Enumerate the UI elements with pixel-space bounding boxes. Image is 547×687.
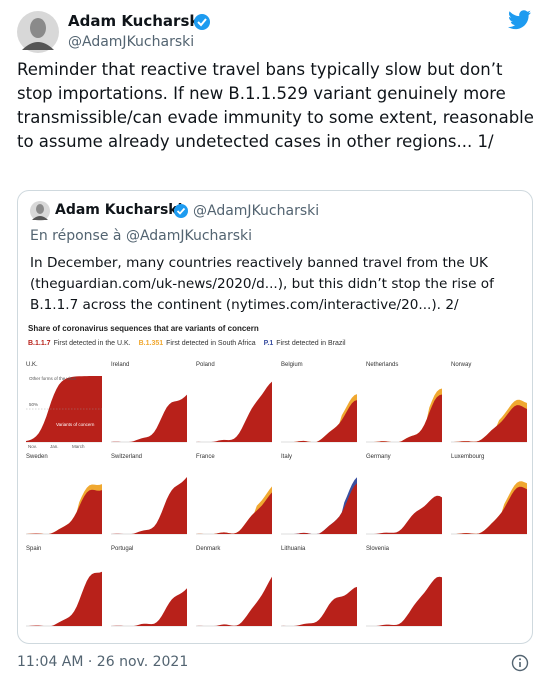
- panel-label: U.K.: [26, 362, 38, 368]
- area-b117: [281, 483, 357, 534]
- month-label: March: [72, 444, 85, 449]
- panel-label: Poland: [196, 362, 215, 368]
- panel-label: Italy: [281, 454, 292, 460]
- quoted-text: In December, many countries reactively b…: [30, 255, 494, 313]
- area-b117: [26, 376, 102, 442]
- annotation: 50%: [29, 402, 38, 407]
- month-label: Nov.: [28, 444, 37, 449]
- month-label: Jan.: [50, 444, 59, 449]
- legend: B.1.1.7 First detected in the U.K. B.1.351…: [28, 340, 346, 347]
- legend-label: B.1.351: [139, 340, 164, 347]
- avatar[interactable]: [16, 10, 60, 54]
- area-b117: [451, 486, 527, 534]
- annotation: Other forms of the virus: [29, 376, 77, 381]
- chart-image: Share of coronavirus sequences that are …: [26, 324, 527, 627]
- panel-label: Spain: [26, 546, 41, 552]
- panel-label: Denmark: [196, 546, 221, 552]
- panel-label: Germany: [366, 454, 391, 460]
- quoted-avatar: [30, 201, 50, 221]
- verified-badge: [194, 14, 210, 30]
- area-b117: [111, 394, 187, 442]
- info-icon[interactable]: [511, 654, 529, 672]
- annotation: Variants of concern: [56, 422, 95, 427]
- quoted-author-name: Adam Kucharski: [55, 202, 183, 218]
- quoted-tweet[interactable]: Adam Kucharski @AdamJKucharski En répons…: [17, 190, 533, 644]
- panel-label: Norway: [451, 362, 471, 368]
- area-b117: [366, 495, 442, 534]
- area-b117: [196, 492, 272, 534]
- area-b117: [196, 381, 272, 442]
- area-b117: [366, 576, 442, 626]
- panel-label: Netherlands: [366, 362, 398, 368]
- chart-title: Share of coronavirus sequences that are …: [28, 324, 259, 333]
- legend-text: First detected in Brazil: [276, 340, 346, 347]
- panel-label: Portugal: [111, 546, 133, 552]
- area-b117: [111, 477, 187, 534]
- panel-label: France: [196, 454, 215, 460]
- area-b117: [281, 586, 357, 626]
- area-b117: [26, 489, 102, 534]
- reply-to: En réponse à @AdamJKucharski: [30, 228, 253, 244]
- area-b117: [451, 405, 527, 442]
- panel-label: Slovenia: [366, 546, 390, 552]
- legend-label: B.1.1.7: [28, 340, 51, 347]
- area-b117: [111, 588, 187, 626]
- legend-text: First detected in the U.K.: [54, 340, 131, 347]
- timestamp[interactable]: 11:04 AM · 26 nov. 2021: [17, 654, 189, 670]
- panel-label: Ireland: [111, 362, 129, 368]
- twitter-logo[interactable]: [508, 10, 532, 30]
- legend-text: First detected in South Africa: [166, 340, 256, 347]
- tweet-text: Reminder that reactive travel bans typic…: [17, 60, 534, 151]
- area-b117: [196, 576, 272, 626]
- panel-label: Sweden: [26, 454, 48, 460]
- author-name[interactable]: Adam Kucharski: [68, 12, 205, 30]
- quoted-author-handle: @AdamJKucharski: [193, 203, 320, 219]
- panel-label: Switzerland: [111, 454, 142, 460]
- legend-label: P.1: [264, 340, 274, 347]
- verified-badge: [174, 204, 188, 218]
- area-b117: [366, 394, 442, 442]
- panel-label: Lithuania: [281, 546, 306, 552]
- area-b117: [281, 400, 357, 442]
- area-b117: [26, 571, 102, 626]
- panel-label: Belgium: [281, 362, 303, 368]
- panel-label: Luxembourg: [451, 454, 484, 460]
- author-handle[interactable]: @AdamJKucharski: [68, 34, 195, 50]
